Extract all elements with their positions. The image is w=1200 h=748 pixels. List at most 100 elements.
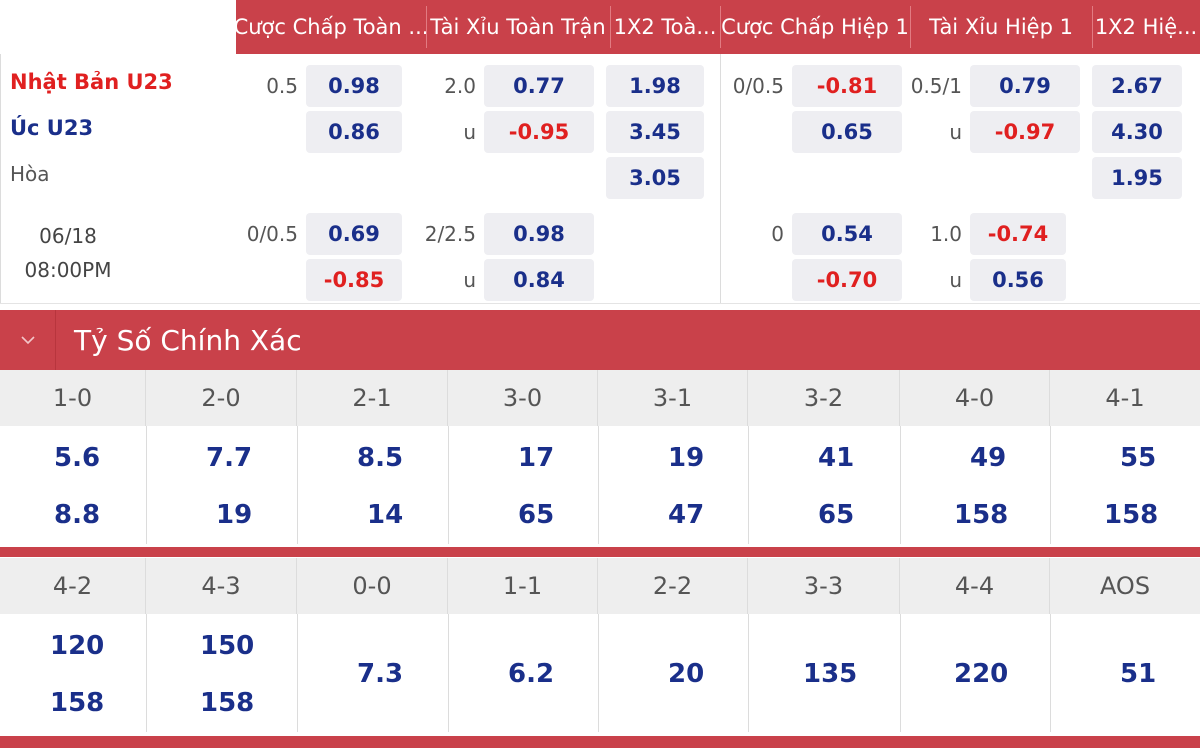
odds-cell[interactable]: 3.45 [606,111,704,153]
score-label: 4-1 [1105,384,1145,412]
score-label: 1-1 [448,558,598,614]
score-odds[interactable]: 19 [668,443,705,473]
score-odds[interactable]: 65 [518,500,555,530]
odds-cell[interactable]: 0.86 [306,111,402,153]
odds-cell[interactable]: 0.69 [306,213,402,255]
score-odds[interactable]: 51 [1120,659,1157,689]
header-divider [1092,6,1093,48]
score-odds[interactable]: 65 [818,500,855,530]
score-odds[interactable]: 19 [216,500,253,530]
odds-cell[interactable]: -0.85 [306,259,402,301]
odds-cell[interactable]: 1.98 [606,65,704,107]
odds-cell[interactable]: -0.74 [970,213,1066,255]
correct-score-section-header[interactable]: Tỷ Số Chính Xác [0,310,1200,370]
header-divider [910,6,911,48]
score-odds[interactable]: 158 [1104,500,1159,530]
odds-cell[interactable]: 0.54 [792,213,902,255]
odds-cell[interactable]: 1.95 [1092,157,1182,199]
score-odds[interactable]: 41 [818,443,855,473]
odds-cell[interactable]: -0.97 [970,111,1080,153]
grid-divider [448,426,449,544]
header-divider [610,6,611,48]
total-line: 2.0 [444,74,476,98]
score-odds[interactable]: 158 [954,500,1009,530]
grid-divider [900,426,901,544]
grid-divider [748,426,749,544]
total-line: 2/2.5 [424,222,476,246]
odds-cell[interactable]: 0.56 [970,259,1066,301]
col-header-1x2-half1[interactable]: 1X2 Hiệ... [1092,0,1200,54]
score-label: AOS [1099,572,1151,600]
grid-divider [146,426,147,544]
header-spacer [0,0,236,54]
score-label: 4-4 [900,558,1050,614]
handicap-line: 0 [771,222,784,246]
score-odds[interactable]: 20 [668,659,705,689]
score-odds[interactable]: 5.6 [54,443,101,473]
home-team-name[interactable]: Nhật Bản U23 [10,70,173,94]
score-label: 2-2 [598,558,748,614]
odds-cell[interactable]: 0.65 [792,111,902,153]
score-label: 4-0 [900,370,1050,426]
handicap-line: 0/0.5 [732,74,784,98]
odds-cell[interactable]: -0.70 [792,259,902,301]
score-label: 0-0 [297,558,448,614]
score-odds[interactable]: 55 [1120,443,1157,473]
score-odds[interactable]: 150 [200,631,255,661]
grid-divider [1050,614,1051,732]
score-odds[interactable]: 135 [803,659,858,689]
col-header-handicap-fulltime[interactable]: Cược Chấp Toàn ... [236,0,426,54]
odds-cell[interactable]: 2.67 [1092,65,1182,107]
score-odds[interactable]: 120 [50,631,105,661]
under-label: u [949,120,962,144]
header-divider [720,6,721,48]
score-odds[interactable]: 7.7 [206,443,253,473]
score-odds[interactable]: 8.8 [54,500,101,530]
score-label: 3-2 [748,370,900,426]
score-header-row: 1-0 2-0 2-1 3-0 3-1 3-2 4-0 4-1 [0,370,1200,426]
score-odds[interactable]: 17 [518,443,555,473]
handicap-line: 0/0.5 [246,222,298,246]
grid-divider [598,614,599,732]
score-odds[interactable]: 47 [668,500,705,530]
score-odds[interactable]: 158 [50,688,105,718]
odds-cell[interactable]: 0.98 [484,213,594,255]
handicap-line: 0.5 [266,74,298,98]
odds-cell[interactable]: 3.05 [606,157,704,199]
grid-divider [1050,426,1051,544]
score-odds[interactable]: 220 [954,659,1009,689]
score-odds[interactable]: 158 [200,688,255,718]
grid-divider [598,426,599,544]
header-divider [426,6,427,48]
col-header-overunder-fulltime[interactable]: Tài Xỉu Toàn Trận [426,0,610,54]
section-band [0,736,1200,748]
odds-cell[interactable]: 0.77 [484,65,594,107]
score-label: 3-3 [748,558,900,614]
section-band [0,547,1200,557]
under-label: u [463,268,476,292]
grid-divider [297,614,298,732]
odds-cell[interactable]: 0.84 [484,259,594,301]
col-header-overunder-half1[interactable]: Tài Xỉu Hiệp 1 [910,0,1092,54]
score-odds[interactable]: 6.2 [508,659,555,689]
score-label: 1-0 [0,370,146,426]
away-team-name[interactable]: Úc U23 [10,116,94,140]
chevron-down-icon[interactable] [0,310,56,370]
score-label: 2-1 [297,370,448,426]
odds-cell[interactable]: 0.79 [970,65,1080,107]
grid-divider [748,614,749,732]
col-header-1x2-fulltime[interactable]: 1X2 Toà... [610,0,720,54]
score-odds[interactable]: 8.5 [357,443,404,473]
score-label: 4-2 [0,558,146,614]
grid-divider [900,614,901,732]
score-odds[interactable]: 14 [367,500,404,530]
column-divider [720,54,721,304]
score-odds[interactable]: 7.3 [357,659,404,689]
score-odds[interactable]: 49 [970,443,1007,473]
odds-cell[interactable]: -0.95 [484,111,594,153]
col-header-handicap-half1[interactable]: Cược Chấp Hiệp 1 [720,0,910,54]
odds-cell[interactable]: 4.30 [1092,111,1182,153]
odds-cell[interactable]: 0.98 [306,65,402,107]
odds-cell[interactable]: -0.81 [792,65,902,107]
